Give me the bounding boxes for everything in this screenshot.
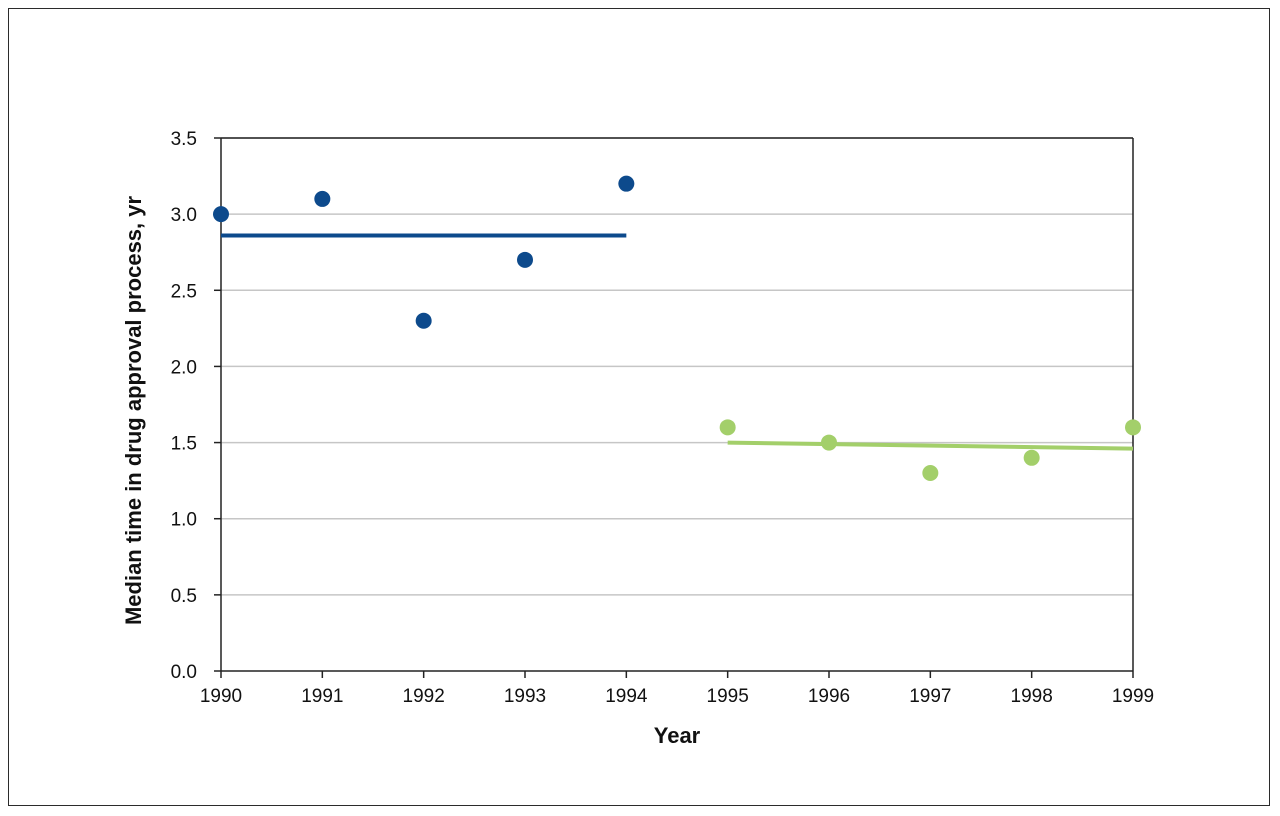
data-point-series-1	[213, 206, 229, 223]
x-axis-title: Year	[654, 723, 701, 748]
figure-frame	[8, 8, 1270, 806]
tick-labels: 0.0 0.5 1.0 1.5 2.0 2.5 3.0 3.5 1990 1991 1992 1993…	[171, 129, 1155, 707]
data-point-series-1	[415, 312, 432, 329]
data-point-series-2	[1023, 449, 1040, 466]
y-axis-title: Median time in drug approval process, yr	[121, 196, 146, 626]
y-tick-label: 1.0	[171, 510, 197, 531]
x-tick-label: 1991	[301, 686, 343, 707]
y-tick-label: 2.0	[171, 357, 197, 378]
trend-line-2	[727, 440, 1134, 451]
x-tick-label: 1996	[808, 686, 850, 707]
axes	[214, 137, 1134, 678]
x-tick-label: 1990	[200, 686, 242, 707]
y-tick-label: 3.5	[171, 129, 197, 150]
data-point-series-1	[517, 251, 533, 268]
x-tick-label: 1998	[1011, 686, 1053, 707]
data-point-series-1	[314, 190, 331, 207]
data-point-series-1	[618, 175, 635, 192]
data-points	[213, 175, 1141, 482]
trend-lines	[221, 233, 1134, 451]
y-tick-label: 2.5	[171, 281, 197, 302]
y-tick-label: 0.5	[171, 586, 197, 607]
x-tick-label: 1992	[403, 686, 445, 707]
x-tick-label: 1999	[1112, 686, 1154, 707]
y-tick-label: 0.0	[171, 662, 197, 683]
x-tick-label: 1997	[909, 686, 951, 707]
gridlines	[221, 137, 1133, 596]
x-tick-label: 1994	[605, 686, 648, 707]
data-point-series-2	[1125, 419, 1141, 436]
y-tick-label: 1.5	[171, 434, 197, 455]
x-tick-label: 1993	[504, 686, 546, 707]
data-point-series-2	[719, 419, 736, 436]
y-tick-label: 3.0	[171, 205, 197, 226]
data-point-series-2	[922, 465, 939, 482]
x-tick-label: 1995	[707, 686, 749, 707]
data-point-series-2	[821, 434, 837, 451]
